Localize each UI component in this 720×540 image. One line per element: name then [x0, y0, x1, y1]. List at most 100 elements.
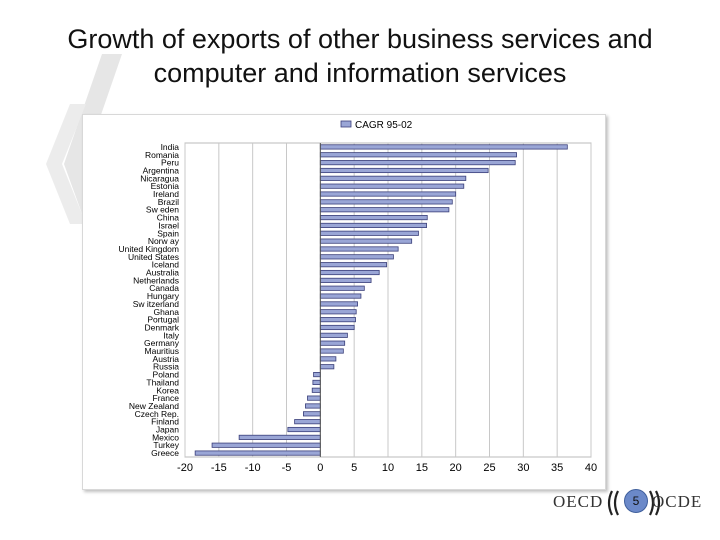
x-tick-label: 5 — [351, 462, 357, 474]
bar — [307, 395, 321, 401]
x-tick-label: 30 — [517, 462, 529, 474]
bar — [319, 356, 337, 362]
oecd-logo-text: OECD — [553, 492, 604, 511]
category-label: China — [157, 213, 179, 223]
category-label: Austria — [153, 354, 180, 364]
x-tick-label: 20 — [450, 462, 462, 474]
category-label: Norw ay — [148, 236, 180, 246]
bar — [319, 324, 355, 331]
category-label: Korea — [156, 385, 179, 395]
bar — [319, 230, 419, 236]
category-label: Denmark — [145, 322, 180, 332]
bar — [294, 419, 321, 425]
category-label: Netherlands — [133, 275, 179, 285]
category-label: Brazil — [158, 197, 179, 207]
category-label: New Zealand — [129, 401, 179, 411]
category-label: United States — [128, 252, 179, 262]
bar — [319, 238, 413, 244]
oecd-emblem-icon — [607, 490, 661, 516]
category-label: Czech Rep. — [135, 409, 179, 419]
slide-title: Growth of exports of other business serv… — [0, 22, 720, 90]
bar — [303, 411, 321, 417]
category-label: Sw eden — [146, 205, 179, 215]
category-label: Sw itzerland — [133, 299, 180, 309]
bar — [319, 175, 467, 181]
slide-title-line-2: computer and information services — [153, 58, 567, 88]
legend-swatch — [340, 120, 352, 128]
bar — [319, 191, 457, 197]
slide-title-line-1: Growth of exports of other business serv… — [67, 24, 653, 54]
category-label: Poland — [153, 370, 180, 380]
bar — [319, 246, 399, 252]
x-tick-label: 25 — [483, 462, 495, 474]
category-label: France — [153, 393, 180, 403]
category-label: Spain — [157, 228, 179, 238]
category-label: Portugal — [147, 315, 179, 325]
category-label: Germany — [144, 338, 180, 348]
category-label: Peru — [161, 158, 179, 168]
bar — [319, 364, 335, 370]
bar — [319, 167, 489, 174]
bar — [319, 309, 357, 315]
ocde-logo-text: OCDE — [652, 492, 703, 511]
x-tick-label: -15 — [211, 462, 227, 474]
bar — [319, 277, 372, 283]
bar — [319, 183, 465, 189]
category-label: Mauritius — [145, 346, 179, 356]
category-label: Italy — [163, 330, 179, 340]
category-label: Mexico — [152, 432, 179, 442]
bar — [211, 442, 321, 448]
category-label: Ghana — [153, 307, 179, 317]
category-label: Canada — [149, 283, 179, 293]
category-label: Ireland — [153, 189, 179, 199]
bar — [319, 215, 428, 221]
x-tick-label: 15 — [416, 462, 428, 474]
bar — [319, 301, 358, 307]
legend-label: CAGR 95-02 — [355, 120, 413, 131]
x-tick-label: 40 — [585, 462, 597, 474]
bar — [319, 348, 344, 354]
bar — [312, 379, 321, 385]
bar — [287, 426, 321, 433]
x-tick-label: 35 — [551, 462, 563, 474]
category-label: Nicaragua — [140, 173, 179, 183]
category-label: Turkey — [153, 440, 179, 450]
chart-panel: -20 -15 -10 -5 0 5 10 15 20 25 30 35 40 India Romania P… — [82, 114, 606, 490]
bar — [319, 293, 362, 299]
category-label: United Kingdom — [119, 244, 179, 254]
bar — [319, 269, 380, 276]
category-label: Estonia — [151, 181, 180, 191]
bar — [319, 160, 516, 166]
x-tick-label: 0 — [317, 462, 323, 474]
category-label: India — [161, 142, 180, 152]
bar — [319, 144, 568, 150]
category-label: Thailand — [146, 377, 179, 387]
bar-chart: -20 -15 -10 -5 0 5 10 15 20 25 30 35 40IndiaRomaniaP… — [119, 120, 598, 474]
bar — [194, 450, 321, 456]
x-tick-label: -20 — [177, 462, 193, 474]
x-tick-label: 10 — [382, 462, 394, 474]
bar — [319, 262, 388, 268]
bar — [319, 254, 394, 260]
bar — [319, 152, 517, 158]
category-label: Australia — [146, 268, 179, 278]
bar — [319, 207, 450, 213]
category-label: Hungary — [147, 291, 180, 301]
legend: CAGR 95-02 — [340, 120, 413, 131]
category-label: Russia — [153, 362, 179, 372]
category-label: Iceland — [152, 260, 180, 270]
bar — [319, 317, 356, 323]
bar — [305, 403, 321, 409]
bar — [238, 434, 321, 440]
bar — [311, 387, 321, 393]
category-label: Japan — [156, 425, 179, 435]
bar — [319, 332, 348, 338]
category-label: Israel — [158, 220, 179, 230]
x-tick-label: -5 — [282, 462, 292, 474]
page-number-badge: 5 — [624, 489, 648, 513]
category-label: Finland — [151, 417, 179, 427]
category-label: Romania — [145, 150, 179, 160]
bar — [319, 340, 346, 346]
x-tick-label: -10 — [245, 462, 261, 474]
category-label: Argentina — [143, 165, 180, 175]
